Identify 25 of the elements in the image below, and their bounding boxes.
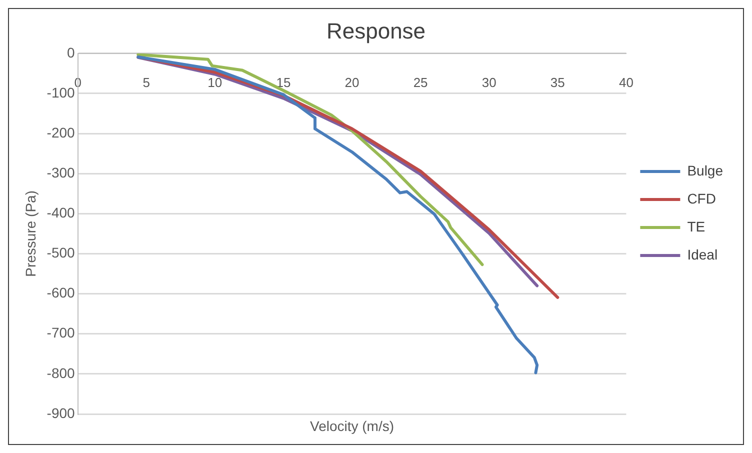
legend-label: CFD bbox=[687, 190, 716, 206]
legend-label: Ideal bbox=[687, 246, 718, 262]
x-tick-label: 20 bbox=[344, 74, 360, 90]
x-tick-label: 15 bbox=[276, 74, 291, 90]
y-tick-label: -100 bbox=[46, 84, 76, 100]
x-tick-label: 40 bbox=[618, 74, 634, 90]
x-tick-label: 5 bbox=[142, 74, 150, 90]
y-axis-title: Pressure (Pa) bbox=[22, 190, 38, 277]
y-tick-label: -300 bbox=[46, 164, 76, 180]
x-tick-label: 25 bbox=[413, 74, 428, 90]
x-tick-label: 30 bbox=[482, 74, 496, 90]
y-tick-label: -800 bbox=[46, 364, 76, 381]
x-tick-label: 10 bbox=[208, 74, 222, 90]
x-tick-label: 35 bbox=[550, 74, 565, 90]
y-tick-label: -500 bbox=[46, 244, 76, 261]
y-tick-label: 0 bbox=[67, 44, 76, 60]
chart-title: Response bbox=[326, 18, 426, 44]
y-tick-label: -700 bbox=[46, 324, 76, 341]
y-tick-label: -900 bbox=[46, 404, 76, 421]
y-tick-label: -600 bbox=[46, 284, 76, 301]
y-tick-label: -200 bbox=[46, 124, 76, 140]
legend-label: TE bbox=[687, 218, 706, 234]
legend-label: Bulge bbox=[687, 162, 724, 178]
x-axis-title: Velocity (m/s) bbox=[310, 418, 394, 434]
y-tick-label: -400 bbox=[46, 204, 76, 221]
